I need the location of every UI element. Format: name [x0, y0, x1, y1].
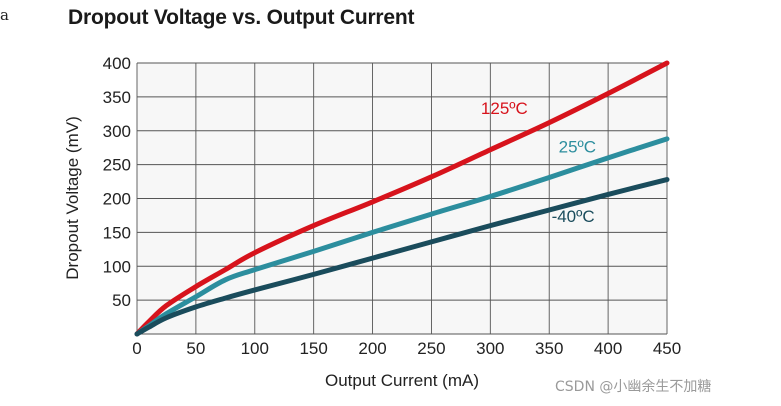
- tick-labels: 0 50 100 150 200 250 300 350 400 450 50 100 150 200 25…: [103, 54, 682, 358]
- page-fragment-letter: a: [0, 6, 9, 24]
- x-tick-label-100: 100: [241, 339, 269, 358]
- x-tick-label-50: 50: [186, 339, 205, 358]
- x-tick-label-450: 450: [653, 339, 681, 358]
- y-tick-label-350: 350: [103, 88, 131, 107]
- x-tick-label-350: 350: [535, 339, 563, 358]
- series-label-1: 25ºC: [559, 137, 596, 156]
- series-line-1: [134, 136, 670, 337]
- series-label-2: -40ºC: [552, 207, 595, 226]
- chart-title: Dropout Voltage vs. Output Current: [68, 6, 415, 29]
- watermark: CSDN @小幽余生不加糖: [555, 379, 712, 395]
- y-tick-label-50: 50: [112, 291, 131, 310]
- y-tick-label-250: 250: [103, 156, 131, 175]
- x-tick-label-150: 150: [299, 339, 327, 358]
- y-tick-label-400: 400: [103, 54, 131, 73]
- y-tick-label-200: 200: [103, 190, 131, 209]
- series-label-0: 125ºC: [481, 99, 528, 118]
- series-labels: 125ºC 25ºC -40ºC: [481, 99, 596, 226]
- series-line-2: [134, 177, 670, 337]
- x-tick-label-300: 300: [476, 339, 504, 358]
- series-line-0: [134, 60, 670, 337]
- x-tick-label-250: 250: [417, 339, 445, 358]
- y-tick-label-100: 100: [103, 257, 131, 276]
- x-tick-label-400: 400: [594, 339, 622, 358]
- y-axis-label: Dropout Voltage (mV): [63, 116, 82, 279]
- series-lines: [134, 60, 670, 337]
- x-tick-label-0: 0: [132, 339, 141, 358]
- y-tick-label-300: 300: [103, 122, 131, 141]
- x-tick-label-200: 200: [358, 339, 386, 358]
- x-axis-label: Output Current (mA): [325, 371, 479, 390]
- y-tick-label-150: 150: [103, 223, 131, 242]
- grid-lines: [136, 62, 668, 335]
